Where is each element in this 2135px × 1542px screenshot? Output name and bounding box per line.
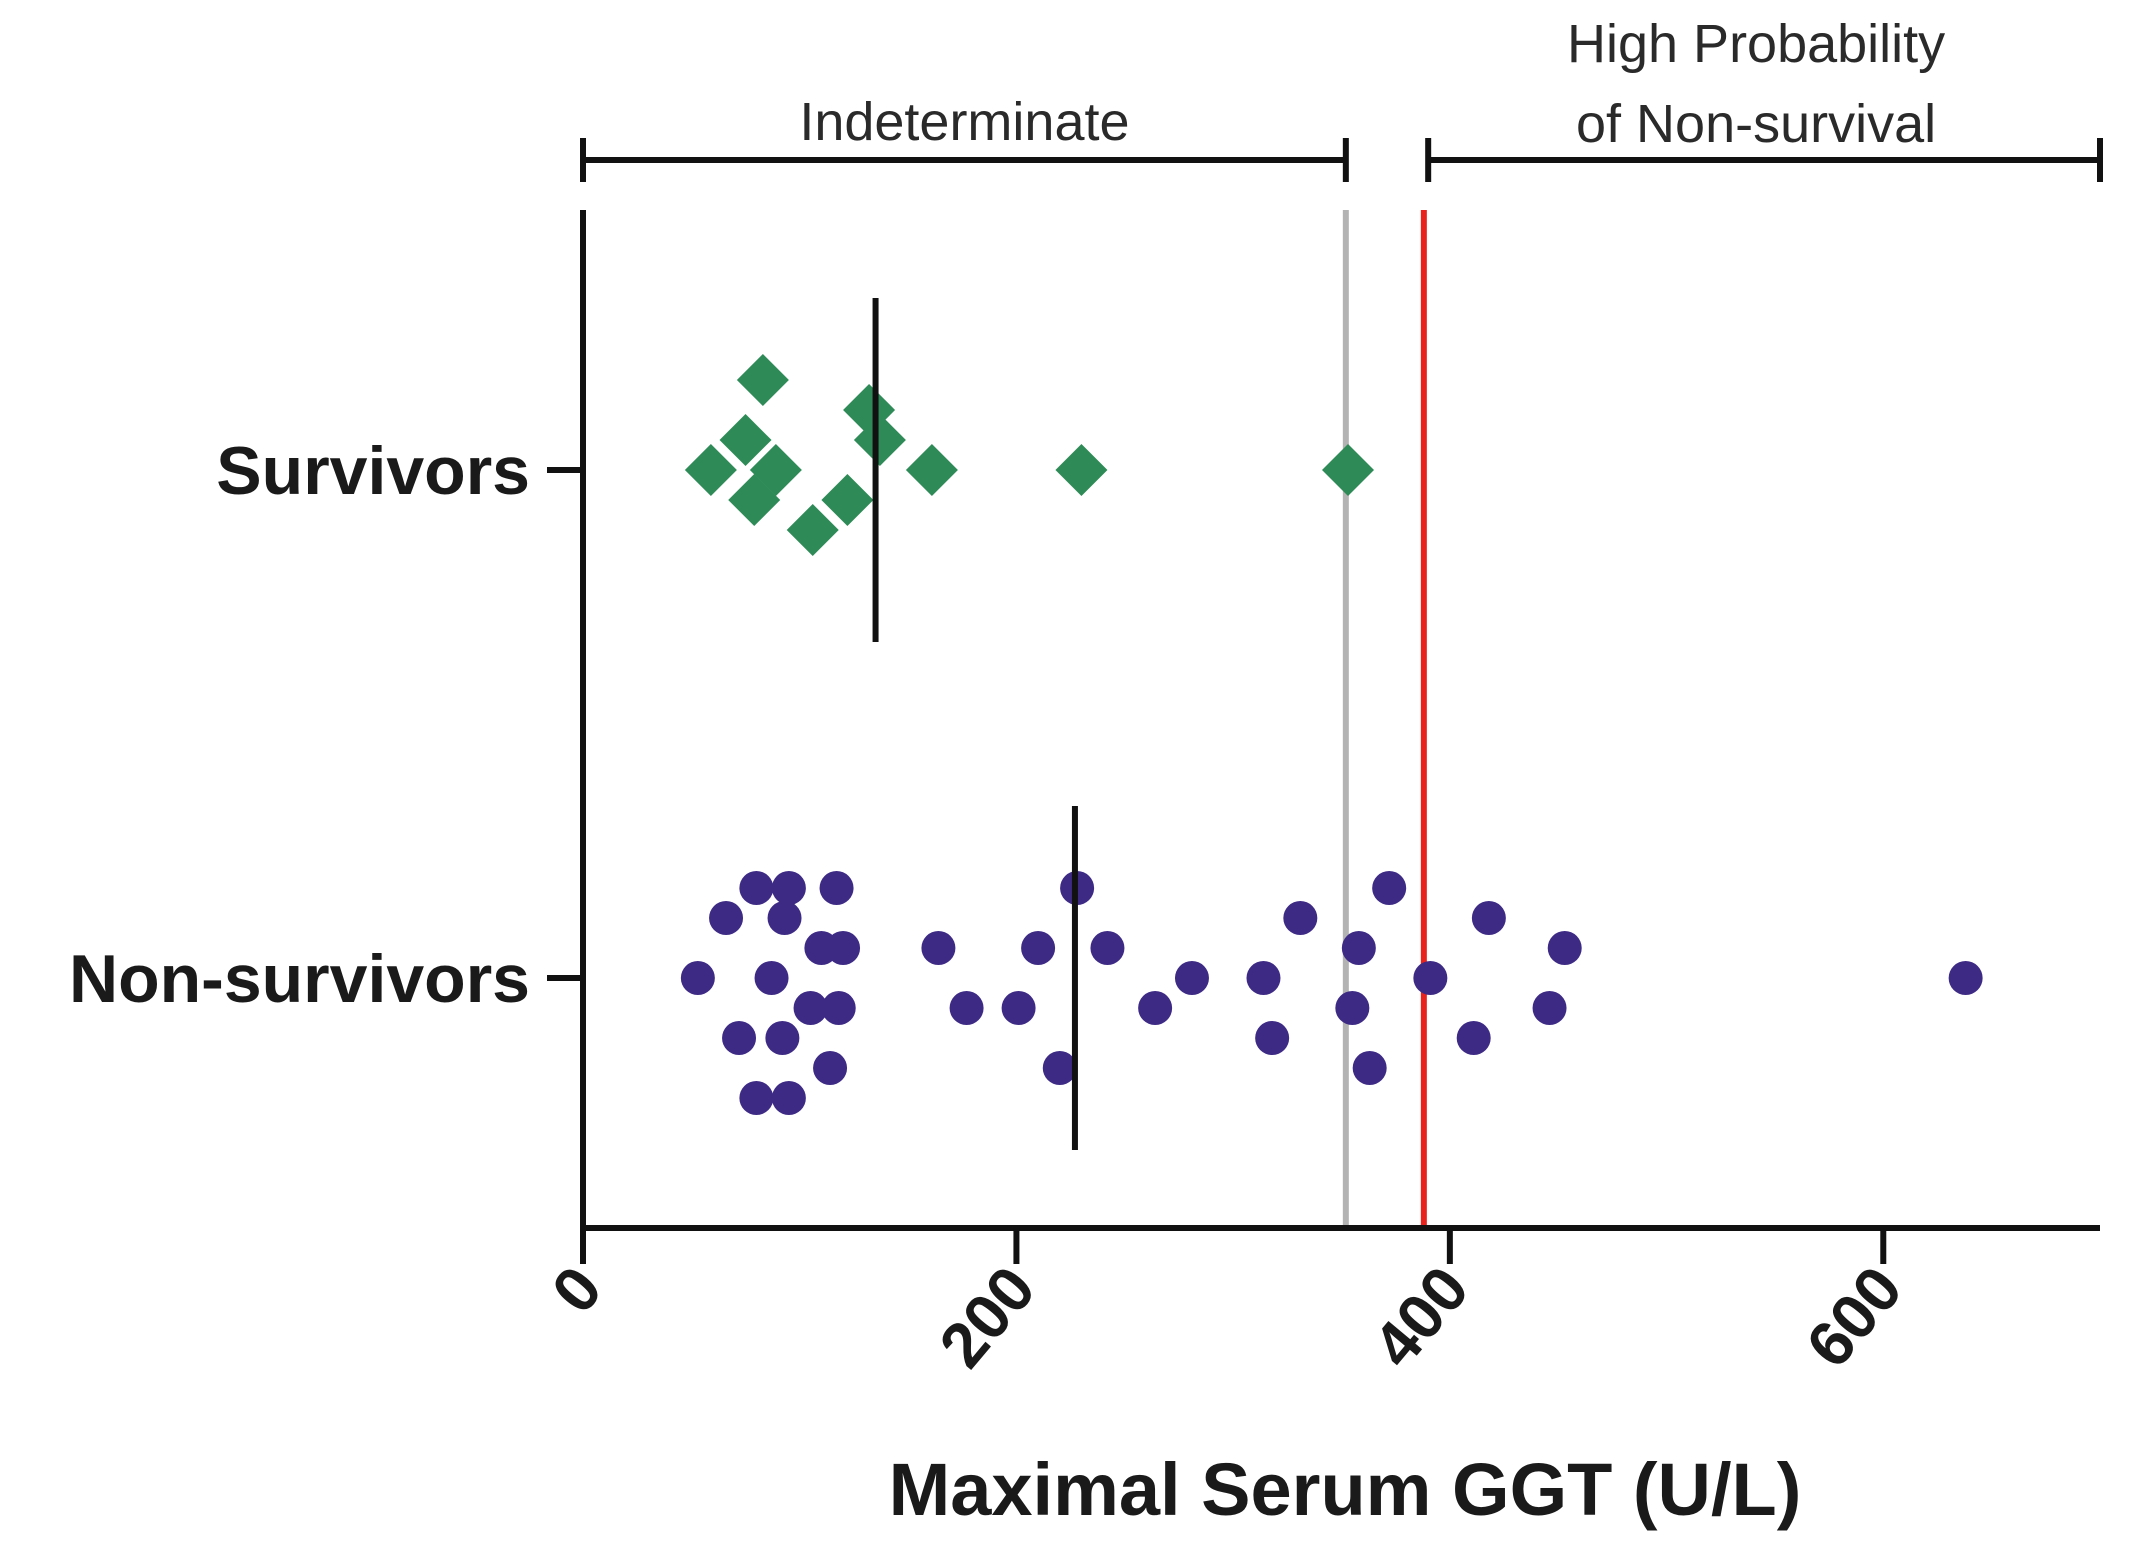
non-survivor-point [709,901,744,935]
x-tick-label: 200 [925,1253,1049,1381]
survivor-point [905,444,958,496]
non-survivor-point [680,961,715,995]
non-survivor-point [949,991,984,1025]
non-survivor-point [722,1021,757,1055]
survivor-point [728,474,781,526]
non-survivor-point [1352,1051,1387,1085]
survivor-point [853,414,906,466]
non-survivor-point [754,961,789,995]
survivor-point [786,504,839,556]
x-tick-label: 600 [1792,1253,1916,1381]
non-survivor-point [1001,991,1036,1025]
non-survivor-point [1532,991,1567,1025]
region-label-high-probability-line1: High Probability [1567,14,1945,74]
non-survivor-point [1948,961,1983,995]
y-label-survivors: Survivors [216,433,530,509]
region-label-high-probability-line2: of Non-survival [1576,94,1936,154]
survivor-point [719,414,772,466]
non-survivor-point [771,1081,806,1115]
x-axis-title: Maximal Serum GGT (U/L) [889,1448,1802,1531]
bracket-indeterminate [580,138,1349,182]
non-survivor-point [813,1051,848,1085]
non-survivor-point [1471,901,1506,935]
non-survivor-point [819,871,854,905]
non-survivor-point [1042,1051,1077,1085]
non-survivor-point [1341,931,1376,965]
non-survivor-point [793,991,828,1025]
non-survivor-point [1138,991,1173,1025]
non-survivor-point [1547,931,1582,965]
survivor-point [821,474,874,526]
survivor-point [1322,444,1375,496]
non-survivor-point [1246,961,1281,995]
non-survivor-point [1335,991,1370,1025]
non-survivor-point [739,1081,774,1115]
non-survivor-point [821,991,856,1025]
x-ticks: 0 200 400 600 [538,1228,1916,1381]
bracket-high-probability [1425,138,2103,182]
survivor-point [684,444,737,496]
non-survivor-point [1255,1021,1290,1055]
region-label-indeterminate: Indeterminate [799,92,1129,152]
region-brackets: Indeterminate High Probability of Non-su… [580,14,2103,182]
non-survivor-point [1283,901,1318,935]
x-tick-label: 0 [538,1253,616,1327]
non-survivor-point [1456,1021,1491,1055]
non-survivor-point [1174,961,1209,995]
non-survivor-point [1372,871,1407,905]
non-survivor-point [826,931,861,965]
data-points [680,354,1983,1115]
non-survivor-point [921,931,956,965]
survivor-point [736,354,789,406]
x-tick-label: 400 [1359,1253,1483,1381]
non-survivor-point [771,871,806,905]
non-survivor-point [1021,931,1056,965]
non-survivor-point [767,901,802,935]
non-survivor-point [1090,931,1125,965]
survivor-point [1055,444,1108,496]
non-survivor-point [1413,961,1448,995]
non-survivor-point [739,871,774,905]
non-survivor-point [765,1021,800,1055]
y-label-non-survivors: Non-survivors [69,941,530,1017]
